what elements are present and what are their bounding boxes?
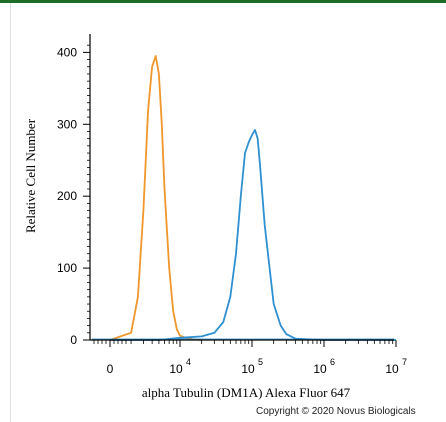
y-tick-label: 0 (70, 333, 77, 347)
series-line-1 (109, 55, 202, 341)
x-tick-exponent: 5 (258, 357, 263, 367)
x-axis-label: alpha Tubulin (DM1A) Alexa Fluor 647 (142, 385, 351, 400)
x-tick-exponent: 6 (330, 357, 335, 367)
x-tick-label: 10 (241, 362, 255, 376)
x-tick-label: 10 (313, 362, 327, 376)
y-tick-label: 300 (57, 117, 77, 131)
series-line-2 (110, 129, 396, 341)
x-tick-label: 10 (385, 362, 399, 376)
top-color-strip (0, 0, 446, 3)
y-axis-label: Relative Cell Number (23, 118, 38, 233)
copyright-text: Copyright © 2020 Novus Biologicals (256, 406, 416, 417)
y-tick-label: 400 (57, 45, 77, 59)
y-tick-label: 100 (57, 261, 77, 275)
x-tick-exponent: 7 (402, 357, 407, 367)
x-tick-label: 0 (107, 362, 114, 376)
x-tick-label: 10 (169, 362, 183, 376)
left-divider (10, 3, 11, 422)
y-tick-label: 200 (57, 189, 77, 203)
x-tick-exponent: 4 (186, 357, 191, 367)
